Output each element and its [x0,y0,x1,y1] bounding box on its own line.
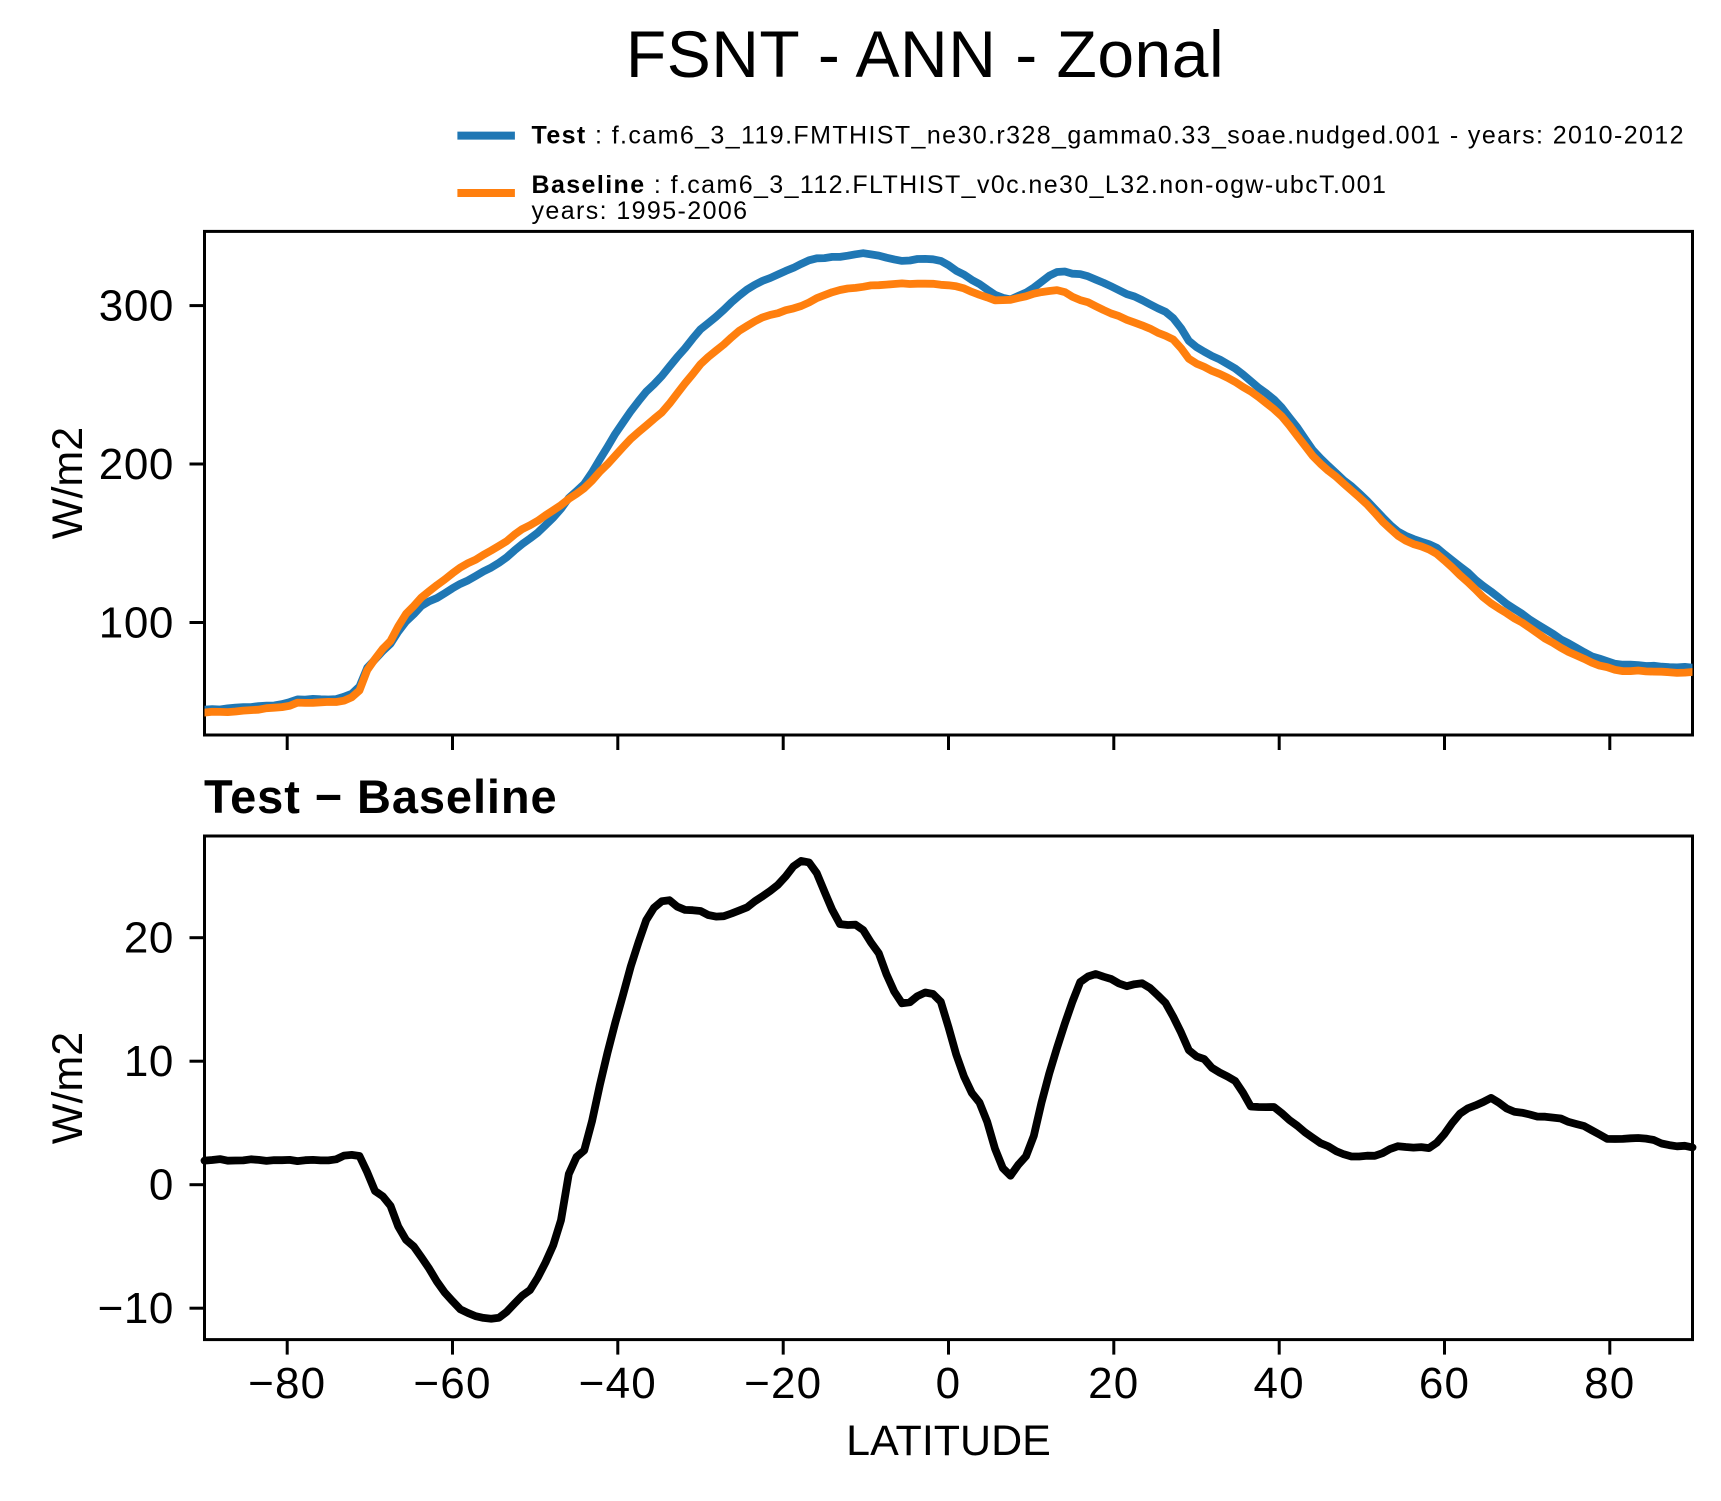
svg-text:W/m2: W/m2 [44,1032,92,1144]
svg-text:Baseline : f.cam6_3_112.FLTHIS: Baseline : f.cam6_3_112.FLTHIST_v0c.ne30… [532,171,1388,199]
svg-text:−60: −60 [413,1359,491,1408]
svg-text:−40: −40 [579,1359,657,1408]
svg-text:−20: −20 [744,1359,822,1408]
svg-text:20: 20 [124,914,174,963]
svg-text:years: 1995-2006: years: 1995-2006 [532,197,749,225]
svg-text:10: 10 [124,1037,174,1086]
svg-text:LATITUDE: LATITUDE [846,1417,1051,1465]
svg-text:40: 40 [1254,1359,1305,1408]
svg-text:W/m2: W/m2 [44,427,92,539]
svg-text:60: 60 [1419,1359,1470,1408]
svg-text:300: 300 [99,282,174,331]
svg-text:Test : f.cam6_3_119.FMTHIST_ne: Test : f.cam6_3_119.FMTHIST_ne30.r328_ga… [532,122,1685,150]
svg-text:100: 100 [99,599,174,648]
svg-text:200: 200 [99,440,174,489]
svg-text:Test − Baseline: Test − Baseline [204,770,558,823]
svg-text:−80: −80 [248,1359,326,1408]
svg-text:0: 0 [936,1359,962,1408]
svg-text:−10: −10 [98,1284,174,1333]
svg-text:20: 20 [1088,1359,1139,1408]
svg-text:FSNT - ANN - Zonal: FSNT - ANN - Zonal [626,17,1224,91]
svg-text:80: 80 [1584,1359,1635,1408]
svg-text:0: 0 [149,1161,174,1210]
